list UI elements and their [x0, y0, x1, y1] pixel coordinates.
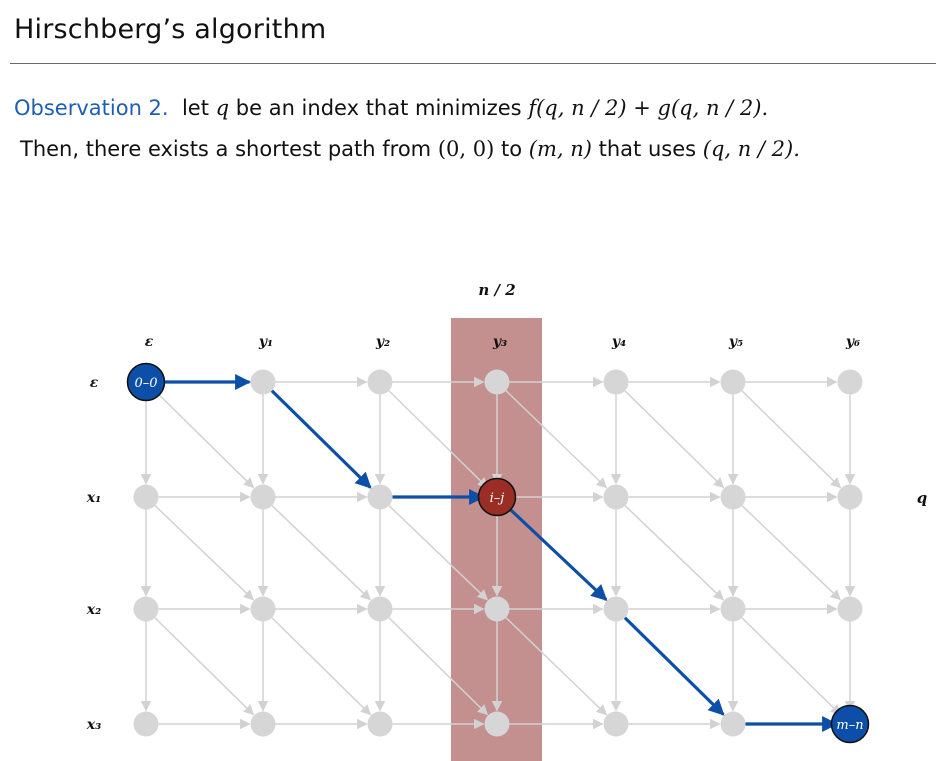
path-edge: [270, 389, 372, 489]
row-label: x₁: [86, 490, 101, 506]
graph-node: [603, 484, 629, 510]
graph-node: [367, 369, 393, 395]
graph-node: [837, 484, 863, 510]
edge-diagonal: [271, 617, 372, 716]
observation-line-1: Observation 2. let q be an index that mi…: [14, 96, 768, 120]
graph-node: [484, 596, 510, 622]
column-label: ε: [145, 334, 154, 350]
origin-coord: (0, 0): [437, 137, 495, 161]
edge-diagonal: [154, 617, 255, 716]
mid-node: [477, 477, 517, 517]
start-node-label: 0–0: [134, 376, 157, 391]
column-label: y₂: [375, 334, 390, 350]
column-label: y₆: [845, 334, 860, 350]
graph-node: [367, 484, 393, 510]
graph-node: [133, 711, 159, 737]
obs-text-mid: be an index that minimizes: [235, 96, 522, 120]
graph-node: [720, 484, 746, 510]
graph-nodes: [133, 369, 863, 737]
graph-node: [133, 484, 159, 510]
graph-node: [720, 596, 746, 622]
end-node: [830, 704, 870, 744]
slide-title: Hirschberg’s algorithm: [14, 14, 327, 45]
edge-diagonal: [388, 505, 489, 601]
edge-diagonal: [505, 390, 608, 489]
graph-node: [250, 711, 276, 737]
graph-node: [837, 596, 863, 622]
column-label: y₄: [611, 334, 626, 350]
axis-labels: ε y₁ y₂ y₃ y₄ y₅ y₆ ε x₁ x₂ x₃: [86, 334, 860, 733]
edge-diagonal: [388, 390, 489, 489]
graph-node: [484, 711, 510, 737]
start-node: [126, 362, 166, 402]
shortest-path: [158, 374, 839, 732]
q-label: q: [917, 489, 928, 507]
edge-diagonal: [741, 505, 842, 601]
graph-node: [367, 711, 393, 737]
graph-node: [837, 369, 863, 395]
row-label: x₃: [86, 717, 101, 733]
edge-diagonal: [624, 505, 725, 601]
graph-node: [720, 369, 746, 395]
var-q: q: [215, 96, 230, 120]
edge-diagonal: [388, 617, 489, 716]
minimize-expression: f(q, n / 2) + g(q, n / 2).: [528, 96, 769, 120]
graph-edges: [140, 376, 856, 730]
end-node-label: m–n: [836, 718, 863, 733]
title-divider: [10, 63, 936, 64]
n-half-label: n / 2: [478, 281, 515, 299]
row-label: ε: [90, 375, 99, 391]
graph-node: [133, 596, 159, 622]
obs-text-uses: that uses: [598, 137, 697, 161]
row-label: x₂: [86, 602, 101, 618]
edge-diagonal: [505, 617, 608, 716]
graph-node: [603, 711, 629, 737]
graph-node: [250, 596, 276, 622]
edge-diagonal: [154, 505, 255, 601]
edge-diagonal: [154, 390, 255, 489]
path-edge: [505, 504, 608, 601]
obs-text-to: to: [500, 137, 523, 161]
graph-node: [603, 369, 629, 395]
graph-node: [720, 711, 746, 737]
graph-node: [603, 596, 629, 622]
graph-node: [367, 596, 393, 622]
graph-node: [250, 484, 276, 510]
edge-diagonal: [741, 390, 842, 489]
observation-label: Observation 2.: [14, 96, 169, 120]
graph-node: [250, 369, 276, 395]
edge-diagonal: [624, 390, 725, 489]
obs-text-let: let: [181, 96, 209, 120]
end-coord: (m, n): [528, 137, 592, 161]
observation-line-2: Then, there exists a shortest path from …: [20, 137, 800, 161]
obs-text-then: Then, there exists a shortest path from: [20, 137, 432, 161]
edge-diagonal: [741, 617, 842, 716]
column-label: y₃: [492, 334, 507, 350]
graph-node: [484, 369, 510, 395]
path-edge: [623, 616, 725, 716]
special-nodes: 0–0 i–j m–n: [126, 362, 870, 744]
mid-node-label: i–j: [490, 491, 505, 506]
column-label: y₅: [728, 334, 743, 350]
column-label: y₁: [258, 334, 273, 350]
edge-diagonal: [271, 505, 372, 601]
via-coord: (q, n / 2).: [702, 137, 800, 161]
